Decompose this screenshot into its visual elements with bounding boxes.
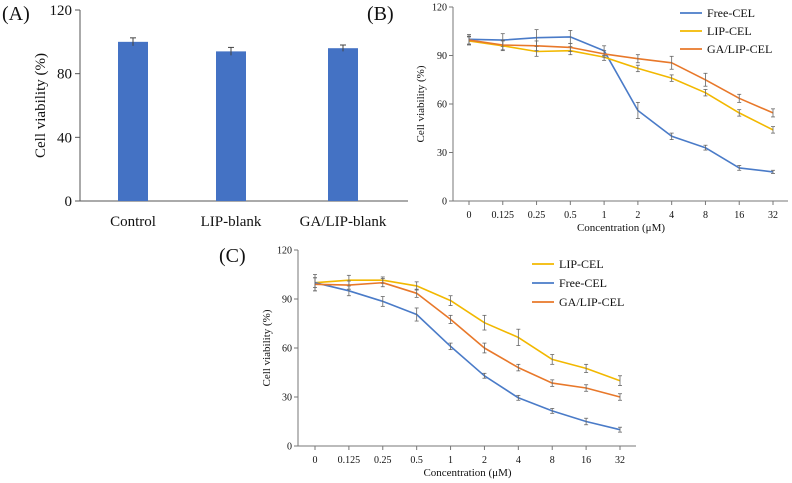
y-tick-label: 0 [442,197,447,208]
x-tick-label: 4 [516,455,521,466]
series-line [314,281,621,398]
bar [328,48,358,202]
x-axis-title: Concentration (μM) [577,222,665,234]
x-tick-label: 0 [467,210,472,221]
y-tick-label: 30 [437,148,447,159]
series-line [314,279,621,382]
x-tick-label: 0.25 [374,455,392,466]
x-tick-label: 8 [550,455,555,466]
x-axis-title: Concentration (μM) [423,467,511,479]
panel-b-chart-label: (B) [367,3,394,25]
y-axis-title: Cell viability (%) [33,53,49,158]
legend-label: GA/LIP-CEL [707,42,772,56]
x-tick-label: 16 [581,455,591,466]
x-tick-label: GA/LIP-blank [300,214,387,230]
legend-label: Free-CEL [559,276,607,290]
legend-label: Free-CEL [707,6,755,20]
y-tick-label: 120 [432,3,447,14]
x-tick-label: 1 [602,210,607,221]
y-axis-title: Cell viability (%) [261,309,273,386]
y-tick-label: 80 [57,67,72,83]
series-line [314,281,621,431]
series-line [468,36,774,173]
x-tick-label: 2 [482,455,487,466]
x-tick-label: 1 [448,455,453,466]
x-tick-label: 0.5 [410,455,423,466]
panel-c-chart: (C) 0 30 60 90 120 0 0.125 0.25 0.5 1 2 4 8 16 32 LIP-CE… [219,245,636,479]
x-tick-label: 16 [734,210,744,221]
bar [216,51,246,202]
panel-c-chart-label: (C) [219,245,246,267]
series-line [468,40,774,131]
legend-label: LIP-CEL [707,24,752,38]
y-tick-label: 90 [282,295,292,306]
x-tick-label: 0.5 [564,210,577,221]
x-tick-label: 4 [669,210,674,221]
x-tick-label: LIP-blank [201,214,262,230]
y-tick-label: 90 [437,51,447,62]
x-tick-label: Control [110,214,156,230]
y-tick-label: 40 [57,130,72,146]
y-tick-label: 0 [287,442,292,453]
x-tick-label: 0 [313,455,318,466]
panel-b-chart: (B) 0 30 60 90 120 0 0.125 0.25 0.5 1 2 4 8 16 32 Free-C… [367,3,788,234]
x-tick-label: 0.125 [338,455,361,466]
y-tick-label: 120 [50,3,73,19]
y-tick-label: 60 [282,344,292,355]
x-tick-label: 8 [703,210,708,221]
series-line [468,39,774,114]
x-tick-label: 0.25 [528,210,546,221]
x-tick-label: 0.125 [492,210,515,221]
panel-a-label: (A) [2,3,30,25]
y-tick-label: 60 [437,100,447,111]
legend-label: GA/LIP-CEL [559,295,624,309]
y-tick-label: 0 [65,194,73,210]
legend-label: LIP-CEL [559,257,604,271]
x-tick-label: 32 [615,455,625,466]
y-tick-label: 30 [282,393,292,404]
x-tick-label: 32 [768,210,778,221]
x-tick-label: 2 [635,210,640,221]
panel-a-chart: (A) 0 40 80 120 Control LIP-blank GA/LIP-blank C… [2,3,408,230]
y-tick-label: 120 [277,246,292,257]
y-axis-title: Cell viability (%) [415,65,427,142]
bar [118,41,148,202]
